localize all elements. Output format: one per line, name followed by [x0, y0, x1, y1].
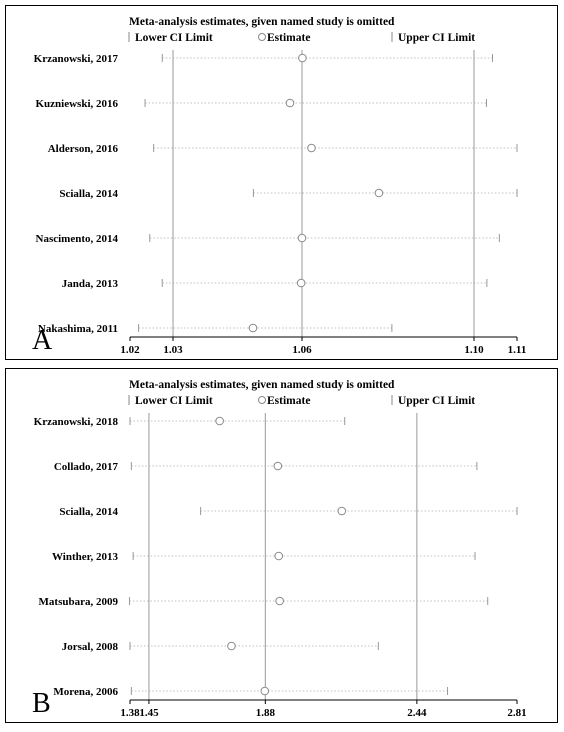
forest-plot-a: Meta-analysis estimates, given named stu… — [34, 16, 527, 356]
panel-a: Meta-analysis estimates, given named stu… — [5, 5, 558, 360]
estimate-marker — [296, 278, 306, 288]
legend-label: Estimate — [267, 32, 310, 44]
legend-item-upper-ci-limit: Upper CI Limit — [391, 32, 475, 44]
study-label: Morena, 2006 — [53, 686, 118, 698]
legend-label: Upper CI Limit — [398, 395, 475, 407]
study-label: Nakashima, 2011 — [38, 323, 118, 335]
study-row: Krzanowski, 2018 — [34, 416, 346, 428]
study-row: Collado, 2017 — [54, 461, 478, 473]
x-tick-label: 1.03 — [163, 344, 183, 356]
study-row: Scialla, 2014 — [59, 506, 518, 518]
x-tick-label: 1.10 — [464, 344, 484, 356]
study-row: Alderson, 2016 — [48, 143, 518, 155]
legend-item-lower-ci-limit: Lower CI Limit — [128, 32, 213, 44]
legend-item-upper-ci-limit: Upper CI Limit — [391, 395, 475, 407]
estimate-marker — [275, 596, 284, 606]
estimate-marker — [307, 143, 316, 153]
estimate-marker — [215, 416, 224, 426]
study-row: Jorsal, 2008 — [62, 641, 379, 653]
x-tick-label: 1.45 — [139, 707, 159, 719]
x-tick-label: 1.02 — [120, 344, 140, 356]
study-label: Scialla, 2014 — [59, 188, 118, 200]
study-label: Janda, 2013 — [62, 278, 119, 290]
legend-label: Upper CI Limit — [398, 32, 475, 44]
legend-item-estimate: Estimate — [258, 395, 310, 407]
study-label: Scialla, 2014 — [59, 506, 118, 518]
study-label: Collado, 2017 — [54, 461, 119, 473]
estimate-marker — [248, 323, 258, 333]
x-tick-label: 2.81 — [507, 707, 526, 719]
study-row: Kuzniewski, 2016 — [35, 98, 487, 110]
legend-marker-estimate — [258, 33, 266, 41]
estimate-marker — [227, 641, 236, 651]
study-label: Jorsal, 2008 — [62, 641, 119, 653]
chart-title: Meta-analysis estimates, given named stu… — [129, 379, 395, 391]
x-tick-label: 1.11 — [508, 344, 527, 356]
panel-b: Meta-analysis estimates, given named stu… — [5, 368, 558, 723]
study-label: Nascimento, 2014 — [36, 233, 119, 245]
study-label: Kuzniewski, 2016 — [35, 98, 118, 110]
legend-label: Estimate — [267, 395, 310, 407]
study-row: Winther, 2013 — [52, 551, 476, 563]
study-row: Nascimento, 2014 — [36, 233, 500, 245]
panel-label-a: A — [32, 325, 53, 356]
estimate-marker — [297, 233, 307, 243]
x-tick-label: 2.44 — [407, 707, 427, 719]
study-label: Winther, 2013 — [52, 551, 119, 563]
study-label: Krzanowski, 2018 — [34, 416, 119, 428]
chart-title: Meta-analysis estimates, given named stu… — [129, 16, 395, 28]
estimate-marker — [337, 506, 347, 516]
study-row: Krzanowski, 2017 — [34, 53, 493, 65]
legend-item-estimate: Estimate — [258, 32, 310, 44]
estimate-marker — [285, 98, 295, 108]
legend-label: Lower CI Limit — [135, 32, 213, 44]
study-label: Alderson, 2016 — [48, 143, 119, 155]
estimate-marker — [374, 188, 384, 198]
x-tick-label: 1.38 — [120, 707, 140, 719]
legend-label: Lower CI Limit — [135, 395, 213, 407]
estimate-marker — [260, 686, 270, 696]
x-tick-label: 1.06 — [292, 344, 312, 356]
study-row: Scialla, 2014 — [59, 188, 518, 200]
legend-marker-estimate — [258, 396, 266, 404]
estimate-marker — [274, 551, 284, 561]
legend-item-lower-ci-limit: Lower CI Limit — [128, 395, 213, 407]
study-label: Krzanowski, 2017 — [34, 53, 119, 65]
estimate-marker — [273, 461, 283, 471]
study-row: Janda, 2013 — [62, 278, 488, 290]
study-row: Morena, 2006 — [53, 686, 449, 698]
forest-plot-b: Meta-analysis estimates, given named stu… — [34, 379, 527, 719]
panel-label-b: B — [32, 688, 51, 719]
study-row: Matsubara, 2009 — [39, 596, 489, 608]
study-label: Matsubara, 2009 — [39, 596, 119, 608]
x-tick-label: 1.88 — [256, 707, 276, 719]
estimate-marker — [298, 53, 307, 63]
study-row: Nakashima, 2011 — [38, 323, 393, 335]
